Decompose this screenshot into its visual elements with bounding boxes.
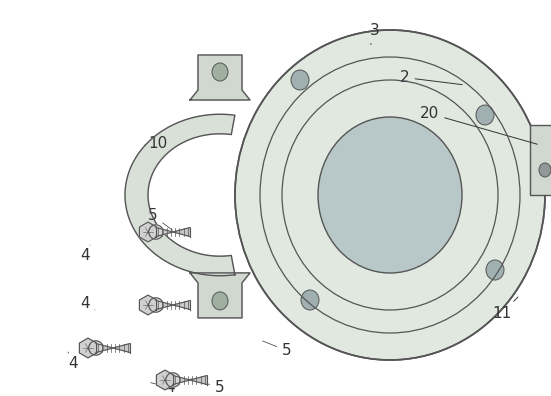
Circle shape	[166, 373, 180, 387]
Polygon shape	[156, 227, 190, 236]
Polygon shape	[190, 55, 250, 100]
Circle shape	[89, 341, 103, 355]
Polygon shape	[173, 375, 207, 385]
Ellipse shape	[212, 63, 228, 81]
Polygon shape	[190, 273, 250, 318]
Polygon shape	[125, 114, 235, 276]
Text: 20: 20	[420, 106, 537, 144]
Text: 5: 5	[191, 379, 225, 395]
Ellipse shape	[212, 292, 228, 310]
Ellipse shape	[301, 290, 319, 310]
Ellipse shape	[486, 260, 504, 280]
Text: 5: 5	[148, 208, 173, 230]
Text: 3: 3	[370, 23, 380, 44]
Text: 4: 4	[150, 380, 175, 395]
Text: 4: 4	[68, 352, 78, 371]
Polygon shape	[96, 343, 130, 352]
Ellipse shape	[291, 70, 309, 90]
Text: 5: 5	[263, 341, 291, 358]
Circle shape	[149, 298, 163, 312]
Polygon shape	[156, 301, 190, 310]
Text: 10: 10	[145, 136, 168, 151]
Polygon shape	[139, 222, 156, 242]
Text: 11: 11	[492, 297, 518, 321]
Ellipse shape	[476, 105, 494, 125]
Text: 4: 4	[80, 245, 90, 263]
Ellipse shape	[235, 30, 545, 360]
FancyBboxPatch shape	[530, 125, 551, 195]
Circle shape	[149, 225, 163, 239]
Polygon shape	[139, 295, 156, 315]
Ellipse shape	[539, 163, 551, 177]
Polygon shape	[156, 370, 174, 390]
Text: 2: 2	[400, 70, 462, 85]
Text: 4: 4	[80, 296, 95, 311]
Ellipse shape	[318, 117, 462, 273]
Polygon shape	[79, 338, 96, 358]
